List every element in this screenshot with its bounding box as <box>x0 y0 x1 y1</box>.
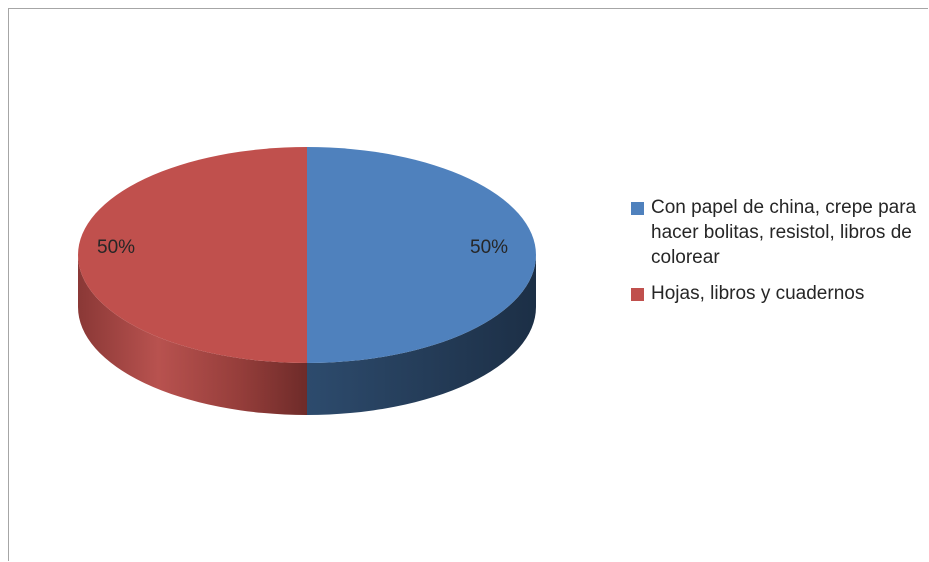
legend-item-con-papel: Con papel de china, crepe para hacer bol… <box>629 195 929 270</box>
legend-label: Con papel de china, crepe para hacer bol… <box>651 197 917 268</box>
pie-slice-blue <box>307 147 536 363</box>
pie-slice-side-blue <box>307 255 536 415</box>
data-label-red: 50% <box>97 237 135 258</box>
chart-frame: 50% 50% Con papel de china, crepe para h… <box>8 8 928 561</box>
legend-item-hojas: Hojas, libros y cuadernos <box>629 281 929 306</box>
pie-slice-red <box>78 147 307 363</box>
pie-chart: 50% 50% <box>78 147 536 415</box>
data-label-blue: 50% <box>470 237 508 258</box>
pie-slice-side-red <box>78 255 307 415</box>
legend-swatch-blue <box>631 202 644 215</box>
legend-swatch-red <box>631 288 644 301</box>
legend-label: Hojas, libros y cuadernos <box>651 283 865 304</box>
legend: Con papel de china, crepe para hacer bol… <box>629 195 929 317</box>
